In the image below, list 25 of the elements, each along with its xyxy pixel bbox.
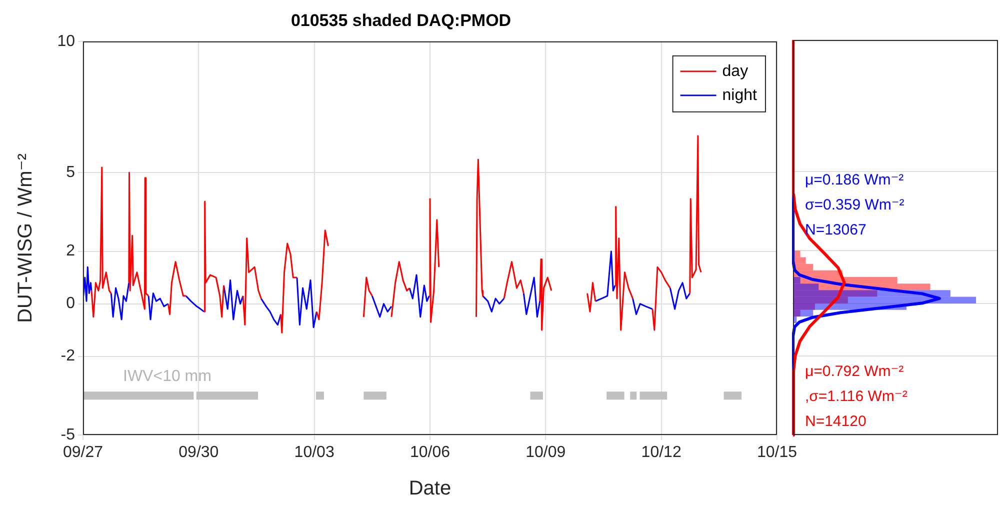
y-tick-label: 10 xyxy=(57,32,76,50)
x-tick-label: 10/03 xyxy=(294,444,334,462)
legend-label: day xyxy=(722,62,748,80)
y-axis-title: DUT-WISG / Wm⁻² xyxy=(14,153,37,323)
annotation: N=13067 xyxy=(805,221,866,238)
x-tick-label: 09/30 xyxy=(178,444,219,462)
annotation: N=14120 xyxy=(805,412,866,430)
x-tick-label: 10/15 xyxy=(756,444,798,462)
x-tick-label: 10/06 xyxy=(410,444,450,462)
x-axis-title: Date xyxy=(408,478,452,500)
y-tick-label: -5 xyxy=(60,426,76,444)
y-tick-label: 2 xyxy=(66,242,76,260)
legend-label: night xyxy=(722,86,758,104)
annotation: μ=0.186 Wm⁻² xyxy=(805,171,904,188)
annotation: μ=0.792 Wm⁻² xyxy=(805,362,904,380)
x-tick-label: 09/27 xyxy=(62,444,104,462)
annotation: IWV<10 mm xyxy=(123,368,212,386)
x-tick-label: 10/12 xyxy=(641,444,682,462)
chart-title: 010535 shaded DAQ:PMOD xyxy=(290,10,512,30)
y-tick-label: -2 xyxy=(60,348,76,365)
annotation: ,σ=1.116 Wm⁻² xyxy=(805,388,908,405)
x-tick-label: 10/09 xyxy=(526,444,566,462)
y-tick-label: 0 xyxy=(66,295,76,312)
y-tick-label: 5 xyxy=(66,164,76,182)
annotation: σ=0.359 Wm⁻² xyxy=(805,196,904,214)
